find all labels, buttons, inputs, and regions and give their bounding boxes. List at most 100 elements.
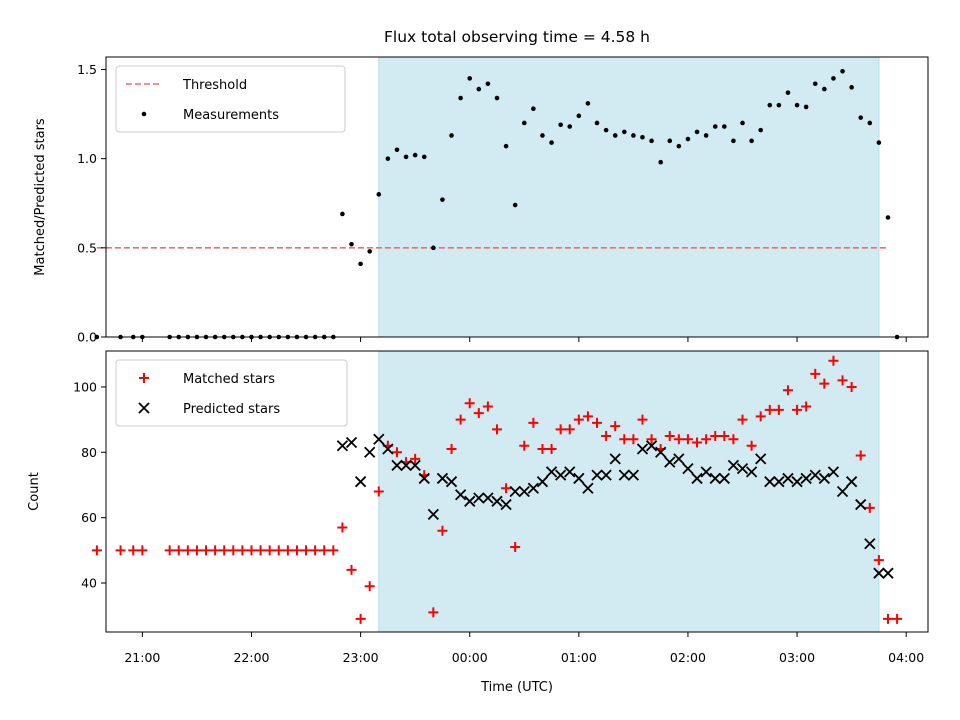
data-point xyxy=(564,424,575,435)
data-point xyxy=(564,466,576,478)
data-point xyxy=(345,436,358,449)
data-point xyxy=(840,68,845,74)
data-point xyxy=(519,440,530,451)
data-point xyxy=(658,159,663,165)
data-point xyxy=(394,147,400,153)
data-point xyxy=(722,124,727,129)
data-point xyxy=(673,453,685,465)
data-point xyxy=(818,472,830,485)
data-point xyxy=(473,408,484,419)
data-point xyxy=(800,472,812,485)
data-point xyxy=(667,138,673,144)
data-point xyxy=(876,140,882,145)
data-point xyxy=(503,143,509,149)
data-point xyxy=(540,133,545,138)
data-point xyxy=(792,404,803,415)
data-point xyxy=(873,567,885,579)
y-tick-label: 60 xyxy=(81,510,97,525)
x-tick-label: 04:00 xyxy=(888,650,924,665)
data-point xyxy=(685,136,691,142)
data-point xyxy=(528,417,539,428)
data-point xyxy=(567,124,573,129)
data-point xyxy=(385,156,391,161)
data-point xyxy=(237,545,248,556)
data-point xyxy=(467,76,473,81)
x-tick-label: 21:00 xyxy=(124,650,160,665)
data-point xyxy=(501,483,512,494)
data-point xyxy=(592,417,603,428)
data-point xyxy=(376,192,382,197)
data-point xyxy=(603,127,609,133)
observing-window-shade xyxy=(378,56,880,338)
y-tick-label: 1.0 xyxy=(77,151,97,166)
data-point xyxy=(582,411,593,422)
data-point xyxy=(219,545,230,556)
data-point xyxy=(421,154,427,160)
data-point xyxy=(400,459,412,471)
data-point xyxy=(718,472,730,485)
legend-label: Threshold xyxy=(182,78,247,93)
data-point xyxy=(494,95,500,101)
legend-box xyxy=(115,65,346,133)
data-point xyxy=(418,472,430,485)
data-point xyxy=(646,434,657,445)
data-point xyxy=(576,113,582,119)
data-point xyxy=(319,545,330,556)
data-point xyxy=(555,469,567,481)
data-point xyxy=(819,378,830,389)
data-point xyxy=(609,453,621,465)
data-point xyxy=(755,453,767,465)
data-point xyxy=(892,613,903,624)
data-point xyxy=(354,476,367,488)
data-point xyxy=(621,129,627,135)
data-point xyxy=(373,486,384,497)
data-point xyxy=(228,545,239,556)
data-point xyxy=(764,404,775,415)
panel-1: 0.0 0.5 1.0 1.5 Flux total observing time = … xyxy=(33,28,929,345)
data-point xyxy=(610,421,621,432)
data-point xyxy=(676,143,682,149)
data-point xyxy=(767,102,773,108)
y-axis-label: Count xyxy=(27,472,42,511)
series-predicted-stars xyxy=(336,433,894,579)
x-axis-label: Time (UTC) xyxy=(480,680,553,695)
legend-box xyxy=(115,359,348,427)
data-point xyxy=(446,444,457,455)
data-point xyxy=(828,355,839,366)
data-point xyxy=(531,106,536,112)
x-tick-label: 03:00 xyxy=(779,650,815,665)
data-point xyxy=(846,381,857,392)
data-point xyxy=(431,245,436,251)
data-point xyxy=(682,434,693,445)
data-point xyxy=(449,133,454,138)
data-point xyxy=(349,241,354,247)
data-point xyxy=(164,545,175,556)
data-point xyxy=(537,444,548,455)
data-point xyxy=(509,485,521,498)
data-point xyxy=(673,434,684,445)
data-point xyxy=(637,414,648,425)
data-point xyxy=(445,476,458,488)
data-point xyxy=(764,476,776,488)
data-point xyxy=(510,542,521,553)
data-point xyxy=(476,86,482,92)
data-point xyxy=(712,124,718,129)
data-point xyxy=(94,334,100,340)
data-point xyxy=(364,446,376,458)
data-point xyxy=(536,476,549,488)
data-point xyxy=(619,434,630,445)
plot-frame xyxy=(105,56,929,338)
x-tick-label: 01:00 xyxy=(561,650,597,665)
data-point xyxy=(340,211,345,217)
data-point xyxy=(758,127,763,133)
data-point xyxy=(746,440,757,451)
x-tick-label: 22:00 xyxy=(233,650,269,665)
data-point xyxy=(749,138,754,144)
legend-swatch xyxy=(138,402,150,414)
data-point xyxy=(628,434,639,445)
data-point xyxy=(346,564,357,575)
data-point xyxy=(301,545,312,556)
data-point xyxy=(518,485,530,498)
data-point xyxy=(521,120,527,126)
data-point xyxy=(773,476,785,488)
